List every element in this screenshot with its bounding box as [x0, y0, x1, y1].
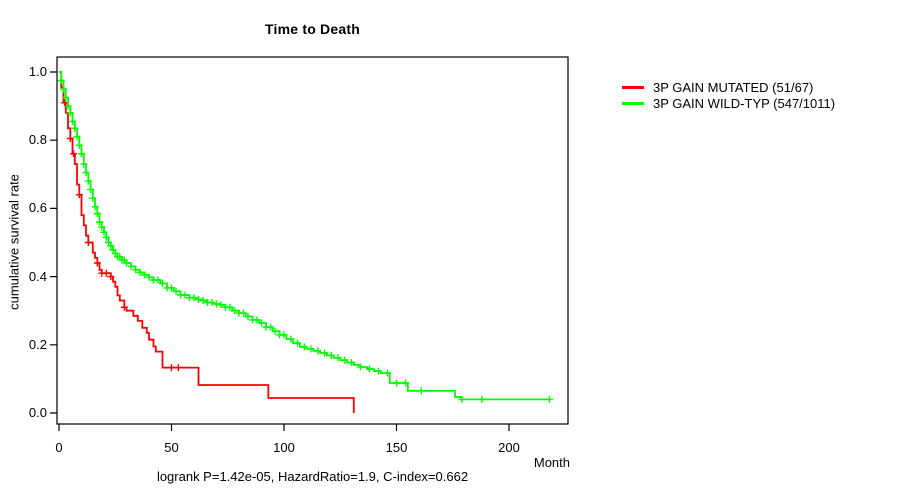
y-tick-label: 0.2 [28, 336, 47, 352]
x-tick-label: 200 [498, 440, 520, 455]
legend: 3P GAIN MUTATED (51/67) 3P GAIN WILD-TYP… [622, 79, 835, 111]
x-axis-ticks [58, 424, 510, 431]
legend-line-swatch-red [622, 85, 644, 89]
y-axis-ticks [50, 71, 57, 414]
y-tick-label: 0.4 [28, 268, 47, 284]
legend-item-wild-typ: 3P GAIN WILD-TYP (547/1011) [622, 95, 835, 111]
censor-marks-mutated [61, 99, 182, 372]
censor-marks-wild-typ [57, 77, 553, 403]
y-tick-label: 1.0 [28, 64, 47, 79]
legend-item-mutated: 3P GAIN MUTATED (51/67) [622, 79, 835, 95]
x-tick-label: 150 [385, 440, 408, 455]
x-tick-label: 100 [273, 440, 295, 455]
stats-caption: logrank P=1.42e-05, HazardRatio=1.9, C-i… [156, 469, 469, 484]
y-tick-label: 0.6 [28, 200, 47, 216]
plot-border [56, 56, 569, 425]
x-axis-label: Month [533, 455, 570, 470]
x-tick-label: 0 [55, 440, 63, 455]
x-tick-label: 50 [164, 440, 179, 455]
y-axis-label: cumulative survival rate [6, 174, 22, 310]
chart-title: Time to Death [265, 21, 360, 37]
legend-label: 3P GAIN MUTATED (51/67) [653, 79, 814, 95]
y-tick-label: 0.0 [28, 405, 47, 420]
km-curve-mutated [59, 71, 355, 413]
y-tick-label: 0.8 [28, 132, 47, 148]
legend-line-swatch-green [622, 101, 644, 105]
legend-label: 3P GAIN WILD-TYP (547/1011) [653, 95, 836, 111]
